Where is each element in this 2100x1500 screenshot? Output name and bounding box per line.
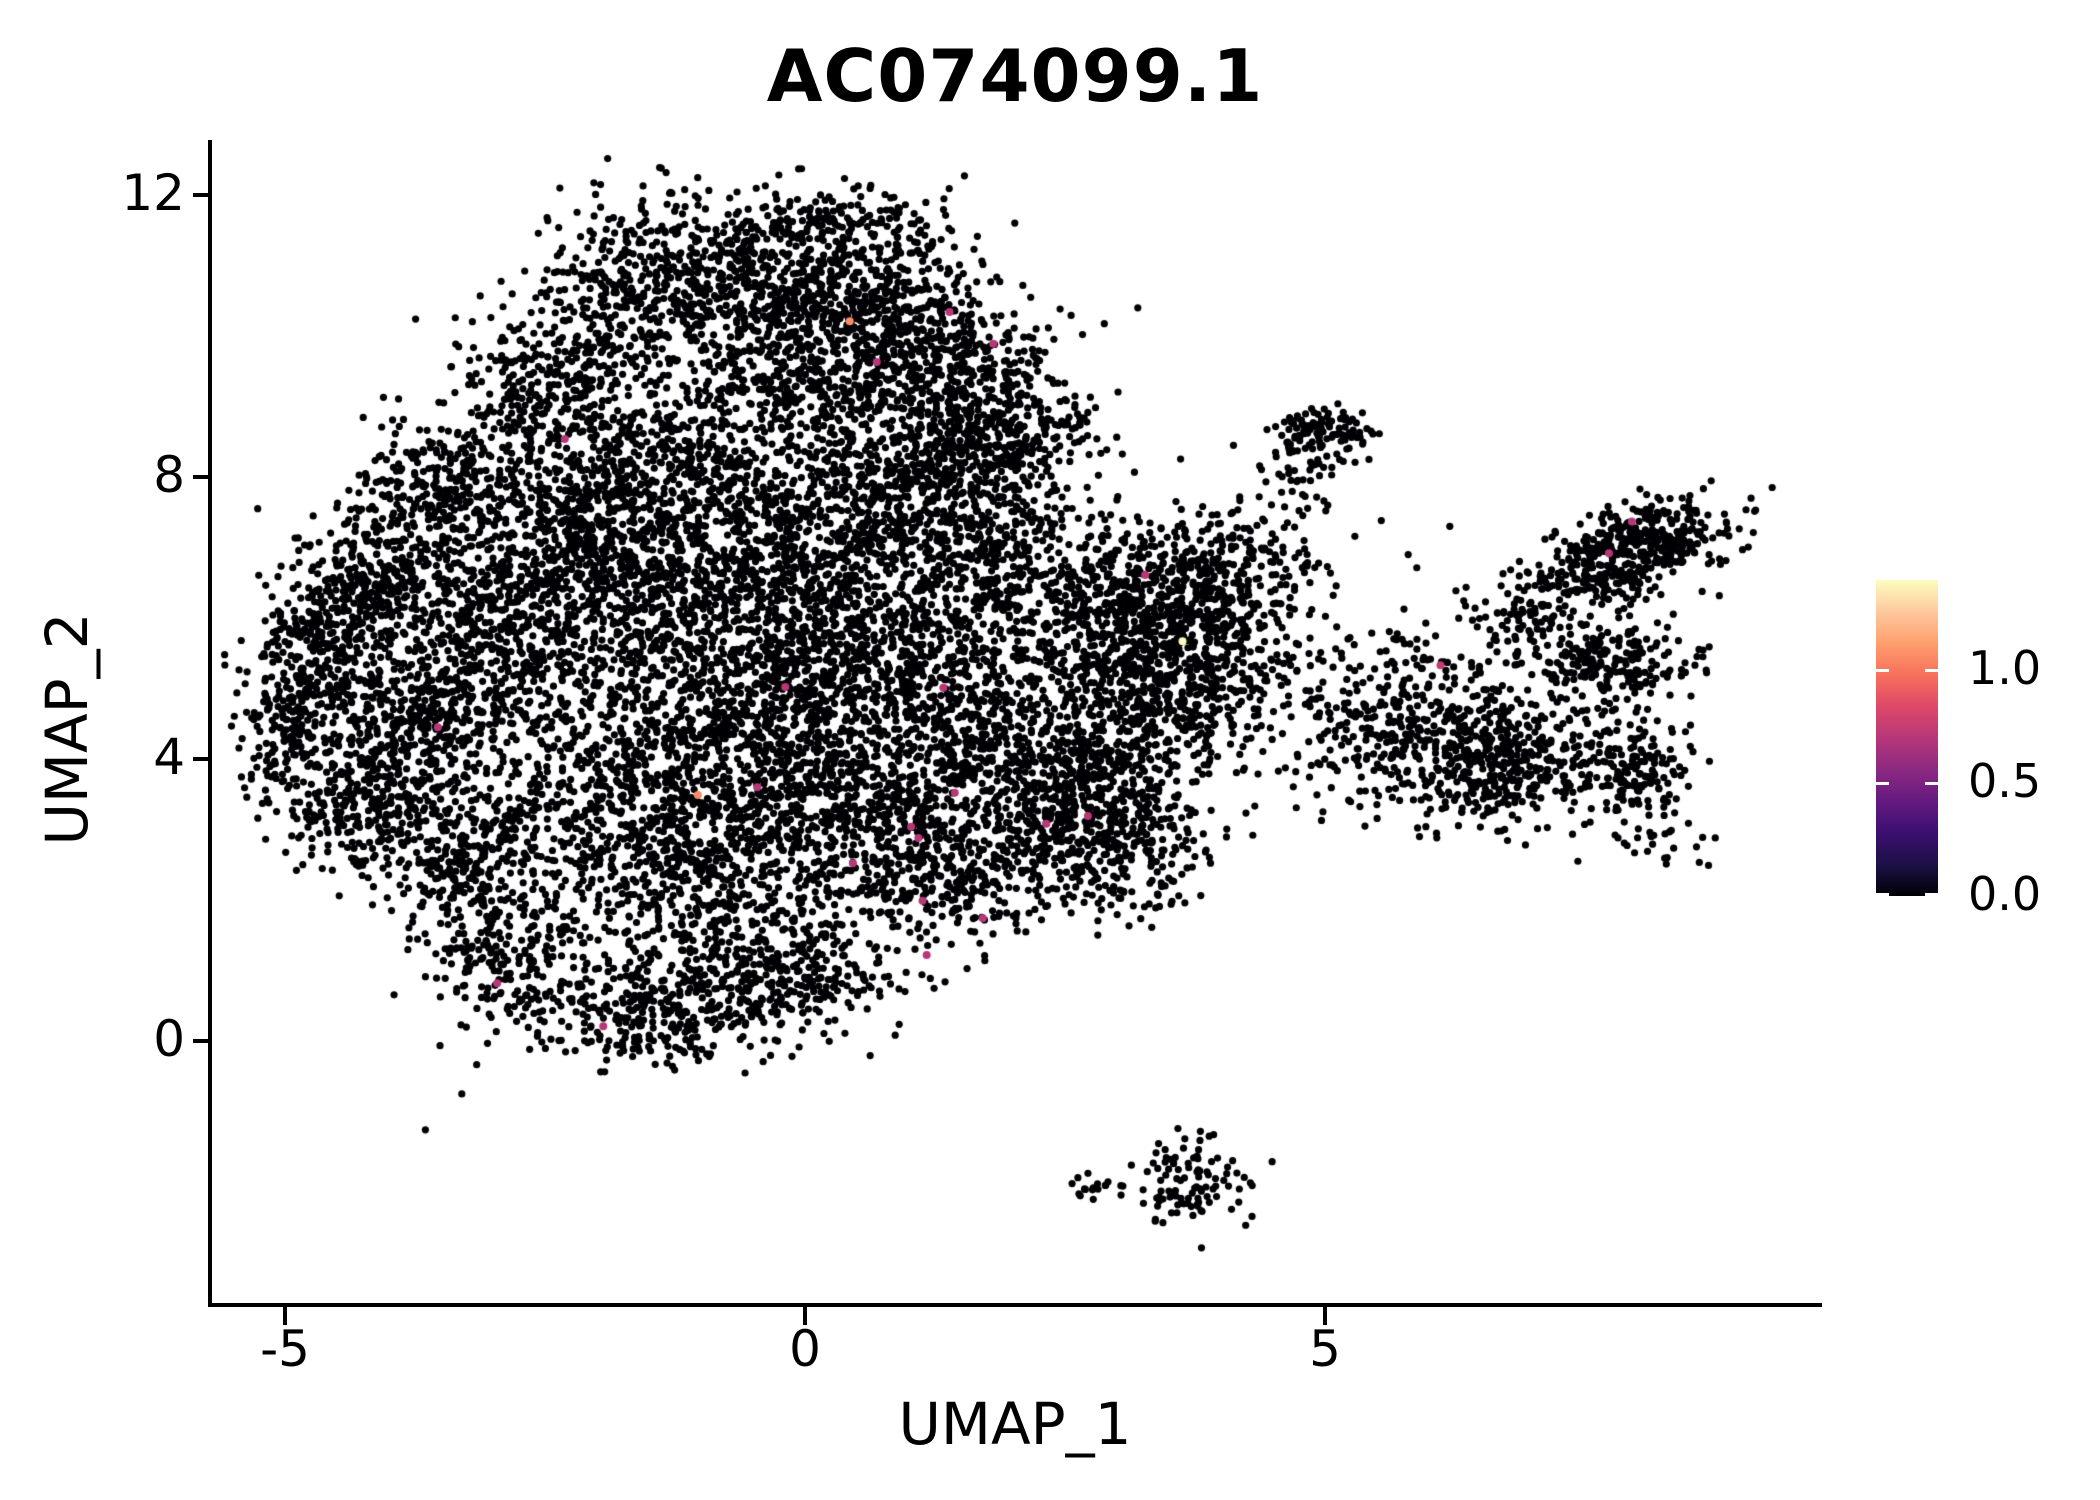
y-tick-mark [193,757,208,761]
plot-title: AC074099.1 [766,34,1264,118]
x-axis-line [208,1303,1822,1307]
colorbar-tick-mark [1925,669,1938,673]
x-tick-mark [283,1307,287,1325]
x-tick-label: 5 [1309,1320,1341,1378]
x-tick-mark [1323,1307,1327,1325]
y-tick-label: 4 [153,728,185,786]
y-tick-mark [193,475,208,479]
y-tick-label: 0 [153,1010,185,1068]
y-axis-line [208,140,212,1307]
y-tick-mark [193,1039,208,1043]
colorbar-tick-mark [1876,669,1889,673]
y-tick-mark [193,193,208,197]
x-tick-mark [803,1307,807,1325]
colorbar-tick-mark [1925,782,1938,786]
x-axis-title: UMAP_1 [898,1390,1132,1458]
expression-colorbar [1876,580,1938,896]
colorbar-tick-mark [1876,782,1889,786]
colorbar-tick-mark [1925,893,1938,896]
colorbar-tick-label: 0.5 [1968,754,2042,809]
colorbar-tick-label: 0.0 [1968,867,2042,921]
colorbar-tick-mark [1876,893,1889,896]
y-tick-label: 12 [121,164,185,222]
x-tick-label: 0 [789,1320,821,1378]
colorbar-tick-label: 1.0 [1968,641,2042,696]
y-tick-label: 8 [153,446,185,504]
x-tick-label: -5 [260,1320,310,1378]
